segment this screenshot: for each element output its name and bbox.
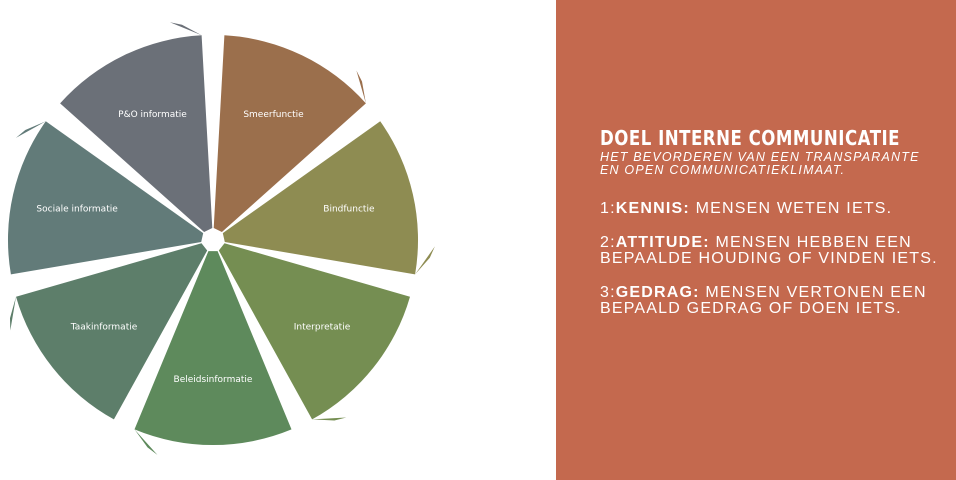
goal-kennis: 1:KENNIS: MENSEN WETEN IETS. [600, 201, 942, 217]
segment-label-sociale-informatie: Sociale informatie [36, 205, 118, 215]
goal-gedrag: 3:GEDRAG: MENSEN VERTONEN EEN BEPAALD GE… [600, 285, 942, 317]
segment-label-peno-informatie: P&O informatie [118, 110, 187, 120]
goal-gedrag-prefix: 3: [600, 284, 616, 301]
segment-peno-informatie [60, 22, 213, 233]
segment-beleidsinformatie [134, 251, 292, 455]
segment-label-smeerfunctie: Smeerfunctie [243, 110, 304, 120]
goal-attitude: 2:ATTITUDE: MENSEN HEBBEN EEN BEPAALDE H… [600, 235, 942, 267]
panel-subtitle-line-1: HET BEVORDEREN VAN EEN TRANSPARANTE [600, 150, 920, 164]
goal-gedrag-keyword: GEDRAG: [615, 284, 700, 301]
segment-smeerfunctie [213, 35, 366, 232]
goal-kennis-keyword: KENNIS: [615, 200, 690, 217]
segment-label-interpretatie: Interpretatie [294, 322, 351, 332]
segment-label-bindfunctie: Bindfunctie [323, 205, 375, 215]
segment-interpretatie [218, 243, 410, 421]
panel-subtitle-line-2: EN OPEN COMMUNICATIEKLIMAAT. [600, 163, 846, 177]
segment-label-beleidsinformatie: Beleidsinformatie [174, 375, 253, 385]
panel-subtitle: HET BEVORDEREN VAN EEN TRANSPARANTE EN O… [600, 151, 942, 177]
goal-attitude-keyword: ATTITUDE: [615, 234, 710, 251]
goal-kennis-prefix: 1: [600, 200, 616, 217]
cycle-diagram: Smeerfunctie Bindfunctie Interpretatie Bele… [7, 22, 435, 455]
info-panel: DOEL INTERNE COMMUNICATIE HET BEVORDEREN… [556, 0, 956, 480]
goal-attitude-text: MENSEN HEBBEN EEN BEPAALDE HOUDING OF VI… [600, 234, 938, 267]
goal-kennis-text: MENSEN WETEN IETS. [689, 200, 893, 217]
segment-bindfunctie [222, 121, 435, 275]
segment-label-taakinformatie: Taakinformatie [70, 322, 138, 332]
panel-title: DOEL INTERNE COMMUNICATIE [600, 126, 901, 150]
segment-sociale-informatie [7, 121, 204, 275]
goal-gedrag-text: MENSEN VERTONEN EEN BEPAALD GEDRAG OF DO… [600, 284, 927, 317]
goal-attitude-prefix: 2: [600, 234, 616, 251]
segment-taakinformatie [10, 243, 208, 420]
